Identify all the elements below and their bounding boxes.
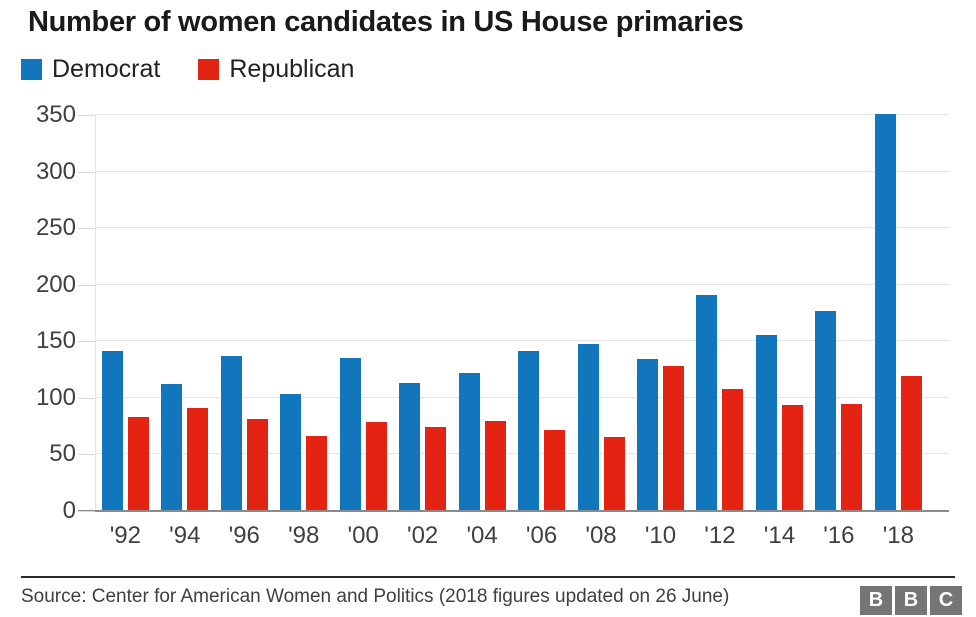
x-tick-label: '18 (882, 522, 914, 549)
y-tick-label: 200 (35, 270, 76, 298)
y-tick-mark (78, 511, 95, 512)
bbc-logo-letter: B (895, 586, 927, 615)
x-tick-label: '04 (466, 522, 498, 549)
footer-divider (21, 576, 955, 578)
x-tick-label: '14 (763, 522, 796, 549)
y-tick-label: 300 (35, 157, 76, 185)
y-tick-label: 0 (62, 497, 76, 524)
y-tick-label: 50 (49, 440, 76, 468)
y-tick-label: 350 (35, 101, 76, 128)
y-tick-mark (78, 284, 95, 286)
bar-republican-16 (841, 403, 863, 511)
bar-republican-04 (484, 420, 506, 511)
bar-democrat-06 (518, 351, 540, 511)
legend-item-republican: Republican (198, 55, 354, 84)
chart-title: Number of women candidates in US House p… (28, 6, 744, 38)
x-tick-label: '98 (288, 522, 320, 549)
gridline-200 (95, 283, 949, 285)
x-tick-label: '16 (823, 522, 855, 549)
y-tick-mark (78, 115, 95, 116)
bar-democrat-16 (815, 310, 837, 511)
x-tick-label: '12 (704, 522, 736, 549)
x-tick-label: '00 (347, 522, 379, 549)
y-tick-mark (78, 397, 95, 399)
x-tick-label: '10 (644, 522, 677, 549)
y-tick-label: 250 (35, 214, 76, 242)
bar-republican-08 (603, 437, 625, 511)
x-tick-label: '94 (169, 522, 201, 549)
bar-democrat-94 (161, 384, 183, 511)
bar-democrat-18 (874, 113, 896, 511)
bar-republican-02 (425, 427, 447, 511)
x-tick-label: '92 (109, 522, 141, 549)
y-tick-label: 100 (35, 383, 76, 411)
x-tick-label: '06 (525, 522, 558, 549)
y-tick-label: 150 (35, 327, 76, 355)
republican-legend-label: Republican (229, 55, 355, 83)
bbc-logo-letter: B (860, 586, 892, 615)
bar-republican-98 (306, 436, 328, 511)
bar-democrat-04 (458, 372, 480, 511)
bbc-logo: B B C (860, 586, 962, 615)
bar-republican-06 (544, 429, 566, 511)
plot-area (95, 113, 949, 511)
gridline-350 (95, 114, 949, 115)
bar-republican-18 (900, 376, 922, 511)
bar-republican-10 (662, 366, 684, 511)
bar-republican-12 (722, 388, 744, 511)
bar-democrat-00 (339, 358, 361, 511)
y-tick-mark (78, 341, 95, 343)
x-axis-baseline (78, 510, 949, 512)
bar-democrat-10 (636, 359, 658, 511)
source-caption: Source: Center for American Women and Po… (21, 586, 730, 607)
republican-swatch (198, 59, 220, 80)
bar-republican-14 (781, 404, 803, 511)
x-tick-label: '08 (585, 522, 617, 549)
bar-republican-00 (365, 421, 387, 511)
bar-democrat-98 (280, 394, 302, 511)
x-tick-label: '96 (228, 522, 260, 549)
bar-republican-94 (187, 408, 209, 511)
y-tick-mark (78, 171, 95, 173)
bbc-logo-letter: C (930, 586, 962, 615)
bar-republican-96 (246, 419, 268, 511)
y-tick-mark (78, 228, 95, 230)
y-tick-mark (78, 454, 95, 456)
democrat-legend-label: Democrat (52, 55, 161, 83)
x-tick-label: '02 (407, 522, 439, 549)
legend-item-democrat: Democrat (21, 55, 160, 84)
gridline-150 (95, 340, 949, 342)
bar-democrat-96 (220, 356, 242, 511)
gridline-250 (95, 227, 949, 229)
bar-democrat-92 (101, 351, 123, 511)
bar-democrat-14 (755, 334, 777, 511)
y-axis-line (95, 115, 96, 511)
bar-republican-92 (127, 417, 149, 511)
democrat-swatch (21, 59, 42, 80)
bar-democrat-08 (577, 343, 599, 511)
bar-democrat-02 (399, 383, 421, 511)
legend: Democrat Republican (21, 55, 354, 84)
bar-democrat-12 (696, 294, 718, 511)
gridline-300 (95, 170, 949, 172)
